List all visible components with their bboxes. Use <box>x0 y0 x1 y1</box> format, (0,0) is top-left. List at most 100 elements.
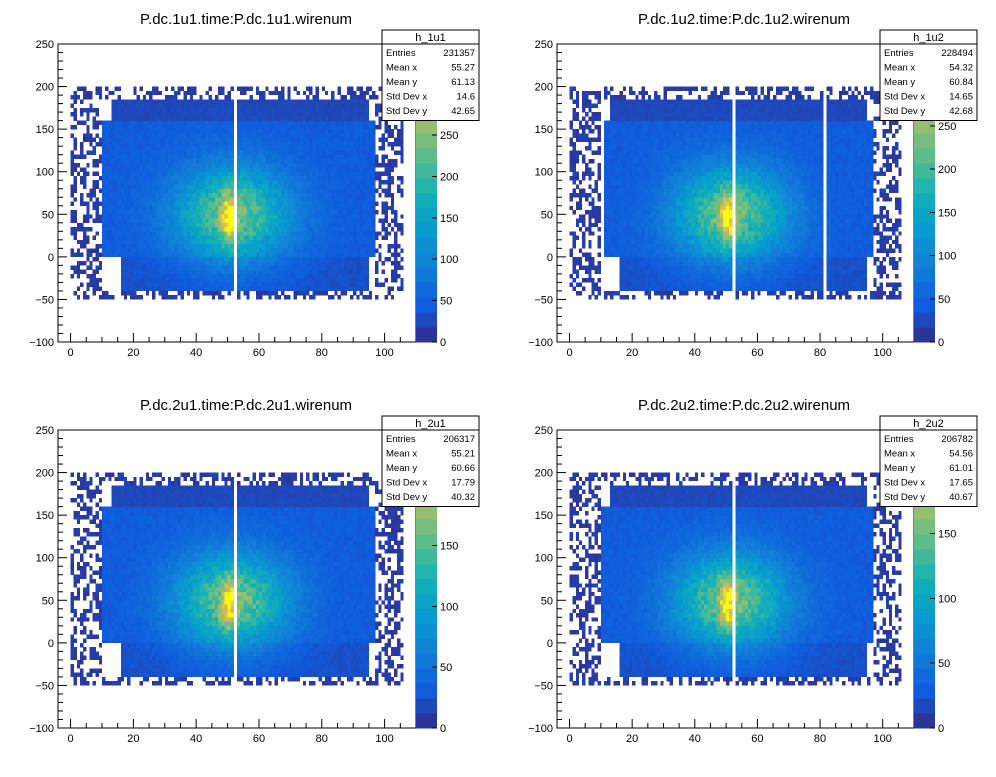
bin <box>221 146 224 150</box>
bin <box>250 231 253 235</box>
bin <box>111 210 114 214</box>
bin <box>162 167 165 171</box>
bin <box>576 193 579 197</box>
bin <box>212 257 215 261</box>
bin <box>221 261 224 265</box>
bin <box>598 163 601 167</box>
bin <box>604 244 607 248</box>
bin <box>259 261 262 265</box>
bin <box>137 227 140 231</box>
bin <box>287 138 290 142</box>
bin <box>350 184 353 188</box>
bin <box>152 184 155 188</box>
bin <box>152 261 155 265</box>
bin <box>284 270 287 274</box>
bin <box>253 133 256 137</box>
bin <box>240 150 243 154</box>
bin <box>309 274 312 278</box>
bin <box>582 95 585 99</box>
bin <box>253 167 256 171</box>
bin <box>187 265 190 269</box>
bin <box>598 214 601 218</box>
bin <box>86 150 89 154</box>
bin <box>353 253 356 257</box>
bin <box>152 244 155 248</box>
bin <box>209 176 212 180</box>
bin <box>259 219 262 223</box>
bin <box>93 146 96 150</box>
bin <box>237 163 240 167</box>
bin <box>290 116 293 120</box>
bin <box>253 265 256 269</box>
bin <box>385 180 388 184</box>
bin <box>588 214 591 218</box>
bin <box>588 240 591 244</box>
bin <box>306 278 309 282</box>
bin <box>325 240 328 244</box>
bin <box>224 146 227 150</box>
bin <box>265 219 268 223</box>
bin <box>143 121 146 125</box>
bin <box>221 295 224 299</box>
bin <box>613 184 616 188</box>
bin <box>297 112 300 116</box>
bin <box>193 193 196 197</box>
bin <box>224 99 227 103</box>
bin <box>111 155 114 159</box>
bin <box>331 121 334 125</box>
bin <box>177 91 180 95</box>
bin <box>278 257 281 261</box>
palette-swatch <box>416 148 437 163</box>
bin <box>187 167 190 171</box>
bin <box>83 244 86 248</box>
bin <box>177 253 180 257</box>
bin <box>177 202 180 206</box>
bin <box>585 227 588 231</box>
bin <box>610 202 613 206</box>
bin <box>184 108 187 112</box>
bin <box>168 104 171 108</box>
bin <box>306 197 309 201</box>
bin <box>281 104 284 108</box>
bin <box>133 287 136 291</box>
bin <box>121 184 124 188</box>
bin <box>369 155 372 159</box>
bin <box>184 287 187 291</box>
bin <box>284 236 287 240</box>
bin <box>265 210 268 214</box>
bin <box>102 291 105 295</box>
bin <box>71 184 74 188</box>
bin <box>149 91 152 95</box>
bin <box>610 125 613 129</box>
bin <box>165 116 168 120</box>
bin <box>127 219 130 223</box>
bin <box>105 197 108 201</box>
bin <box>99 244 102 248</box>
bin <box>187 189 190 193</box>
bin <box>118 112 121 116</box>
bin <box>325 206 328 210</box>
bin <box>165 138 168 142</box>
bin <box>212 210 215 214</box>
bin <box>369 210 372 214</box>
bin <box>96 202 99 206</box>
bin <box>281 167 284 171</box>
bin <box>309 202 312 206</box>
bin <box>259 253 262 257</box>
bin <box>290 125 293 129</box>
bin <box>212 104 215 108</box>
bin <box>325 270 328 274</box>
bin <box>115 180 118 184</box>
bin <box>272 227 275 231</box>
bin <box>74 146 77 150</box>
bin <box>190 99 193 103</box>
bin <box>573 287 576 291</box>
bin <box>155 159 158 163</box>
bin <box>177 180 180 184</box>
bin <box>243 159 246 163</box>
bin <box>290 99 293 103</box>
bin <box>591 159 594 163</box>
bin <box>143 193 146 197</box>
bin <box>190 223 193 227</box>
bin <box>243 206 246 210</box>
